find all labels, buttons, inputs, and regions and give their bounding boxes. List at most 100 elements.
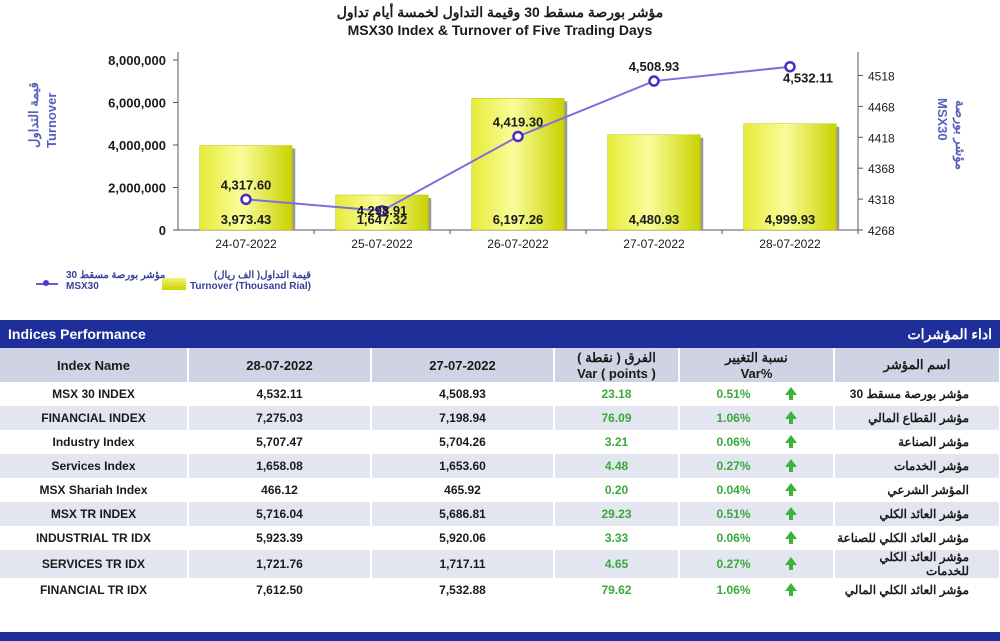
right-axis-tick-label: 4468 [868, 100, 895, 114]
var-points-cell: 0.20 [554, 478, 680, 502]
turnover-bar [199, 145, 293, 231]
var-points-cell: 79.62 [554, 578, 680, 602]
up-arrow-icon [784, 411, 797, 424]
var-percent-value: 0.51% [716, 507, 751, 521]
msx30-point [784, 60, 796, 73]
column-header-index-name: Index Name [0, 348, 189, 382]
index-name-arabic-cell: مؤشر العائد الكلي للخدمات [834, 550, 1000, 578]
var-points-cell: 3.33 [554, 526, 680, 550]
legend-label: Turnover (Thousand Rial) [190, 281, 311, 292]
column-header-date-1: 28-07-2022 [188, 348, 372, 382]
up-arrow-icon [784, 435, 797, 448]
left-axis-tick-label: 4,000,000 [108, 138, 166, 153]
date-1-value-cell: 5,707.47 [188, 430, 372, 454]
left-axis-tick-label: 8,000,000 [108, 53, 166, 68]
msx30-point [648, 75, 660, 87]
line-value-label: 4,298.91 [357, 203, 408, 218]
var-points-cell: 4.65 [554, 550, 680, 578]
var-percent-value: 0.27% [716, 557, 751, 571]
var-percent-cell: 0.04% [679, 478, 835, 502]
var-percent-value: 0.06% [716, 435, 751, 449]
line-value-label: 4,317.60 [221, 177, 272, 192]
date-1-value-cell: 5,923.39 [188, 526, 372, 550]
var-percent-cell: 0.27% [679, 550, 835, 578]
right-axis-label: MSX30 [935, 98, 950, 141]
index-name-cell: FINANCIAL INDEX [0, 406, 189, 430]
right-axis-tick-label: 4268 [868, 224, 895, 238]
var-points-cell: 76.09 [554, 406, 680, 430]
column-header-date-2: 27-07-2022 [371, 348, 555, 382]
index-name-cell: SERVICES TR IDX [0, 550, 189, 578]
up-arrow-icon [784, 507, 797, 520]
date-2-value-cell: 5,686.81 [371, 502, 555, 526]
up-arrow-icon [784, 459, 797, 472]
index-name-arabic-cell: مؤشر العائد الكلي [834, 502, 1000, 526]
chart-canvas: 0 2,000,000 4,000,000 6,000,000 8,000,000 426… [108, 52, 895, 251]
legend-label: MSX30 [66, 281, 99, 292]
bar-value-label: 4,480.93 [629, 212, 680, 227]
legend-label-arabic: قيمة التداول( الف ريال) [213, 270, 311, 281]
table-row: INDUSTRIAL TR IDX 5,923.39 5,920.06 3.33 0.0… [0, 526, 1000, 550]
table-header-row: Index Name 28-07-2022 27-07-2022 الفرق (… [0, 348, 1000, 382]
date-1-value-cell: 7,612.50 [188, 578, 372, 602]
turnover-bar [743, 123, 837, 231]
legend-item-msx30: مؤشر بورصة مسقط 30 MSX30 [36, 270, 165, 292]
table-row: FINANCIAL TR IDX 7,612.50 7,532.88 79.62 1.0… [0, 578, 1000, 602]
x-axis-tick-label: 27-07-2022 [623, 237, 685, 251]
var-percent-value: 1.06% [716, 583, 751, 597]
right-axis-tick-label: 4318 [868, 193, 895, 207]
right-axis-tick-label: 4368 [868, 162, 895, 176]
var-points-cell: 29.23 [554, 502, 680, 526]
var-percent-cell: 0.06% [679, 526, 835, 550]
msx30-point [512, 130, 524, 143]
column-header-var: Var ( points ) [577, 365, 656, 381]
date-1-value-cell: 7,275.03 [188, 406, 372, 430]
chart-panel: مؤشر بورصة مسقط 30 وقيمة التداول لخمسة أ… [0, 0, 1000, 318]
var-percent-cell: 0.06% [679, 430, 835, 454]
x-axis-tick-label: 26-07-2022 [487, 237, 549, 251]
msx30-point [240, 193, 252, 206]
var-percent-value: 0.04% [716, 483, 751, 497]
table-row: FINANCIAL INDEX 7,275.03 7,198.94 76.09 1.06… [0, 406, 1000, 430]
up-arrow-icon [784, 531, 797, 544]
indices-table: Index Name 28-07-2022 27-07-2022 الفرق (… [0, 348, 1000, 602]
date-2-value-cell: 1,717.11 [371, 550, 555, 578]
x-axis-tick-label: 24-07-2022 [215, 237, 277, 251]
x-axis-tick-label: 25-07-2022 [351, 237, 413, 251]
up-arrow-icon [784, 557, 797, 570]
var-points-cell: 4.48 [554, 454, 680, 478]
footer-bar [0, 632, 1000, 641]
index-name-cell: Services Index [0, 454, 189, 478]
index-name-cell: Industry Index [0, 430, 189, 454]
right-axis-label-arabic: مؤشر بورصة [953, 100, 968, 170]
chart-title-arabic: مؤشر بورصة مسقط 30 وقيمة التداول لخمسة أ… [336, 4, 664, 20]
bar-value-label: 1,647.32 [357, 212, 408, 227]
bar-value-label: 3,973.43 [221, 212, 272, 227]
left-axis-tick-label: 6,000,000 [108, 96, 166, 111]
column-header-var-points: الفرق ( نقطة ) Var ( points ) [554, 348, 680, 382]
index-name-arabic-cell: مؤشر بورصة مسقط 30 [834, 382, 1000, 406]
date-2-value-cell: 5,704.26 [371, 430, 555, 454]
line-value-label: 4,532.11 [783, 71, 833, 86]
var-percent-cell: 1.06% [679, 578, 835, 602]
line-value-label: 4,508.93 [629, 59, 680, 74]
var-points-cell: 23.18 [554, 382, 680, 406]
bar-value-label: 4,999.93 [765, 212, 816, 227]
legend-bar-icon [162, 278, 186, 290]
var-points-cell: 3.21 [554, 430, 680, 454]
var-percent-value: 1.06% [716, 411, 751, 425]
index-name-cell: INDUSTRIAL TR IDX [0, 526, 189, 550]
turnover-bar [607, 134, 701, 231]
right-axis-tick-label: 4518 [868, 69, 895, 83]
table-row: MSX TR INDEX 5,716.04 5,686.81 29.23 0.51% مؤ… [0, 502, 1000, 526]
x-axis-tick-label: 28-07-2022 [759, 237, 821, 251]
up-arrow-icon [784, 583, 797, 596]
var-percent-cell: 1.06% [679, 406, 835, 430]
date-1-value-cell: 4,532.11 [188, 382, 372, 406]
var-percent-value: 0.06% [716, 531, 751, 545]
indices-performance-panel: Indices Performance اداء المؤشرات Index … [0, 320, 1000, 641]
index-name-arabic-cell: المؤشر الشرعي [834, 478, 1000, 502]
index-name-arabic-cell: مؤشر الصناعة [834, 430, 1000, 454]
date-1-value-cell: 1,658.08 [188, 454, 372, 478]
table-row: SERVICES TR IDX 1,721.76 1,717.11 4.65 0.27%… [0, 550, 1000, 578]
